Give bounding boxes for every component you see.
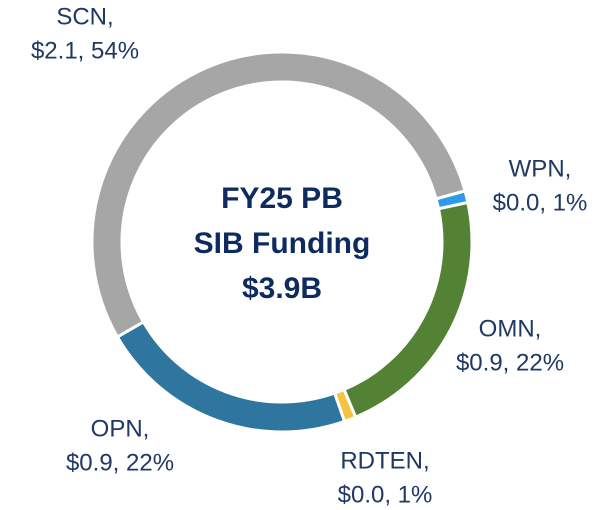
value-label: $0.9, 22% xyxy=(66,449,174,476)
donut-segment xyxy=(90,50,467,340)
center-title: $3.9B xyxy=(242,272,322,305)
value-label: $0.0, 1% xyxy=(338,481,433,508)
value-label: $2.1, 54% xyxy=(31,37,139,64)
category-label: OMN, xyxy=(479,315,542,342)
center-title: SIB Funding xyxy=(194,227,371,260)
category-label: RDTEN, xyxy=(340,447,429,474)
category-label: OPN, xyxy=(91,415,150,442)
value-label: $0.9, 22% xyxy=(456,349,564,376)
category-label: WPN, xyxy=(509,155,572,182)
center-title: FY25 PB xyxy=(221,182,343,215)
category-label: SCN, xyxy=(56,3,113,30)
donut-segment xyxy=(115,319,347,434)
value-label: $0.0, 1% xyxy=(493,189,588,216)
